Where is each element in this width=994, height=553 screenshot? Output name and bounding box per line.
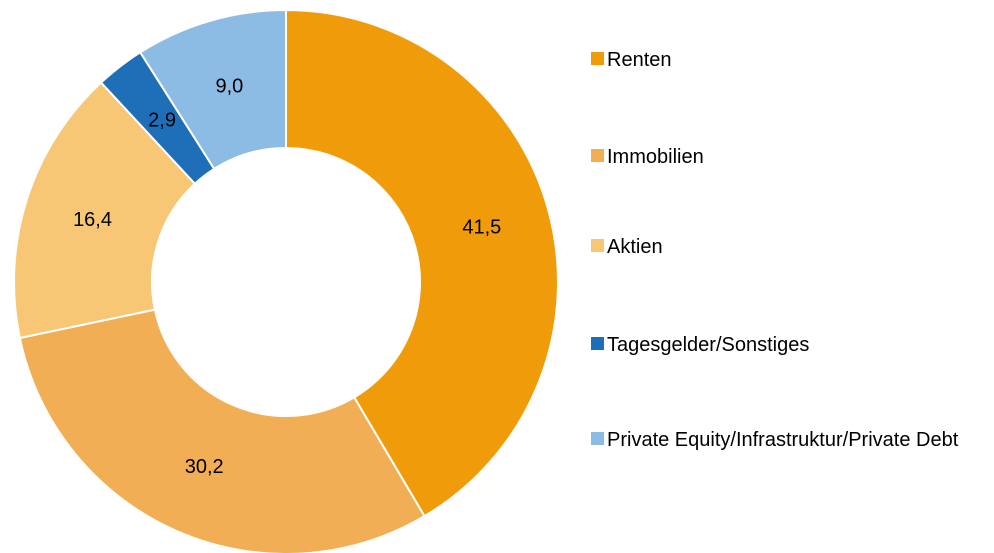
- legend-label: Aktien: [607, 236, 663, 258]
- legend-item: Private Equity/Infrastruktur/Private Deb…: [591, 427, 975, 453]
- data-label: 30,2: [185, 456, 224, 478]
- data-label: 41,5: [462, 217, 501, 239]
- legend-item: Aktien: [591, 234, 975, 260]
- legend-swatch: [591, 239, 604, 252]
- legend-item: Renten: [591, 47, 975, 73]
- legend-item: Immobilien: [591, 144, 975, 170]
- legend-label: Private Equity/Infrastruktur/Private Deb…: [607, 429, 959, 451]
- data-label: 16,4: [73, 209, 112, 231]
- donut-segment: [285, 8, 559, 518]
- legend-item: Tagesgelder/Sonstiges: [591, 332, 975, 358]
- legend-swatch: [591, 337, 604, 350]
- donut-segment: [138, 8, 287, 171]
- donut-segment: [13, 81, 197, 340]
- legend-label: Renten: [607, 49, 672, 71]
- legend-label: Immobilien: [607, 146, 704, 168]
- legend-swatch: [591, 432, 604, 445]
- legend-swatch: [591, 52, 604, 65]
- data-label: 2,9: [148, 109, 176, 131]
- data-label: 9,0: [215, 75, 243, 97]
- legend-swatch: [591, 149, 604, 162]
- donut-segment: [18, 308, 426, 553]
- legend-label: Tagesgelder/Sonstiges: [607, 334, 810, 356]
